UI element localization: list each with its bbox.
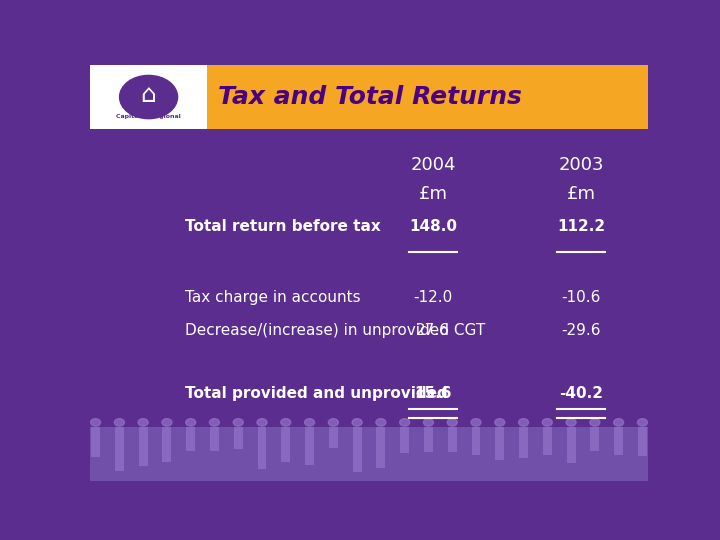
Text: 112.2: 112.2 (557, 219, 605, 234)
FancyBboxPatch shape (91, 427, 100, 457)
Text: 27.6: 27.6 (416, 323, 450, 339)
FancyBboxPatch shape (90, 427, 648, 481)
FancyBboxPatch shape (90, 65, 648, 129)
Circle shape (120, 76, 178, 119)
Text: -10.6: -10.6 (562, 290, 600, 305)
FancyBboxPatch shape (567, 427, 575, 463)
Circle shape (376, 418, 386, 426)
Text: -29.6: -29.6 (562, 323, 600, 339)
Text: 148.0: 148.0 (409, 219, 457, 234)
Circle shape (210, 418, 220, 426)
FancyBboxPatch shape (115, 427, 124, 471)
Circle shape (91, 418, 101, 426)
Circle shape (518, 418, 528, 426)
Circle shape (447, 418, 457, 426)
FancyBboxPatch shape (282, 427, 290, 462)
FancyBboxPatch shape (400, 427, 409, 453)
FancyBboxPatch shape (186, 427, 195, 451)
Circle shape (257, 418, 267, 426)
Circle shape (138, 418, 148, 426)
FancyBboxPatch shape (377, 427, 385, 468)
FancyBboxPatch shape (472, 427, 480, 455)
Circle shape (305, 418, 315, 426)
Text: Tax and Total Returns: Tax and Total Returns (218, 85, 522, 109)
FancyBboxPatch shape (614, 427, 623, 455)
FancyBboxPatch shape (234, 427, 243, 449)
Circle shape (114, 418, 125, 426)
Text: 2003: 2003 (558, 156, 604, 174)
Text: £m: £m (418, 185, 448, 204)
FancyBboxPatch shape (448, 427, 456, 452)
Text: -40.2: -40.2 (559, 386, 603, 401)
FancyBboxPatch shape (590, 427, 599, 451)
Circle shape (542, 418, 552, 426)
Text: 2004: 2004 (410, 156, 456, 174)
Text: -12.0: -12.0 (413, 290, 453, 305)
FancyBboxPatch shape (543, 427, 552, 455)
Circle shape (566, 418, 576, 426)
FancyBboxPatch shape (139, 427, 148, 465)
Circle shape (471, 418, 481, 426)
Text: Tax charge in accounts: Tax charge in accounts (185, 290, 361, 305)
Text: Total provided and unprovided: Total provided and unprovided (185, 386, 448, 401)
Circle shape (162, 418, 172, 426)
FancyBboxPatch shape (638, 427, 647, 456)
Circle shape (423, 418, 433, 426)
Circle shape (186, 418, 196, 426)
Circle shape (281, 418, 291, 426)
Circle shape (590, 418, 600, 426)
Text: ⌂: ⌂ (140, 83, 156, 107)
Text: Capital & Regional: Capital & Regional (116, 114, 181, 119)
Text: £m: £m (567, 185, 595, 204)
Circle shape (233, 418, 243, 426)
Circle shape (613, 418, 624, 426)
FancyBboxPatch shape (258, 427, 266, 469)
Circle shape (400, 418, 410, 426)
FancyBboxPatch shape (519, 427, 528, 458)
Circle shape (352, 418, 362, 426)
Text: Decrease/(increase) in unprovided CGT: Decrease/(increase) in unprovided CGT (185, 323, 485, 339)
FancyBboxPatch shape (329, 427, 338, 448)
FancyBboxPatch shape (305, 427, 314, 465)
FancyBboxPatch shape (210, 427, 219, 451)
Circle shape (637, 418, 647, 426)
Circle shape (495, 418, 505, 426)
FancyBboxPatch shape (424, 427, 433, 452)
FancyBboxPatch shape (90, 65, 207, 129)
Text: 15.6: 15.6 (415, 386, 452, 401)
FancyBboxPatch shape (353, 427, 361, 471)
FancyBboxPatch shape (163, 427, 171, 462)
Circle shape (328, 418, 338, 426)
Text: Total return before tax: Total return before tax (185, 219, 381, 234)
FancyBboxPatch shape (495, 427, 504, 461)
